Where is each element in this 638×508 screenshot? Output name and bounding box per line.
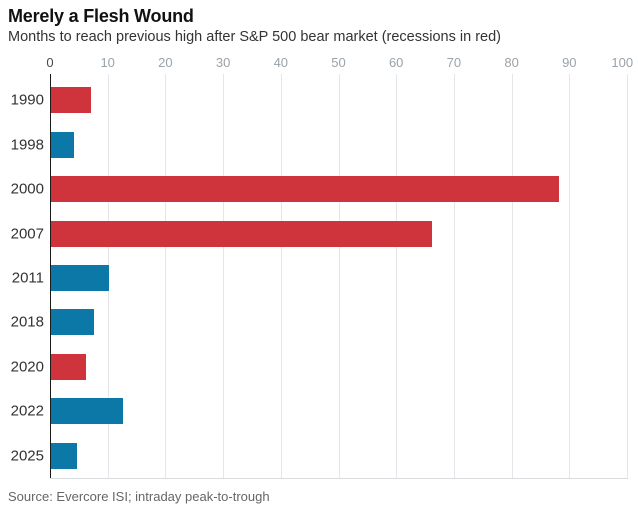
gridline-90 [569, 74, 571, 478]
x-tick-label-90: 90 [562, 55, 577, 70]
y-category-label-2007: 2007 [10, 225, 44, 243]
bar-2020 [51, 353, 86, 380]
y-category-label-2025: 2025 [10, 447, 44, 465]
bar-2007 [51, 220, 432, 247]
chart-title: Merely a Flesh Wound [8, 6, 194, 26]
bar-1998 [51, 131, 75, 158]
x-tick-label-100: 100 [611, 55, 634, 70]
x-axis-baseline [50, 478, 628, 479]
gridline-20 [165, 74, 167, 478]
x-tick-label-40: 40 [273, 55, 289, 70]
y-axis-line [50, 74, 51, 478]
y-category-label-2011: 2011 [11, 269, 44, 287]
gridline-80 [511, 74, 513, 478]
x-tick-label-80: 80 [504, 55, 519, 70]
y-category-label-2020: 2020 [10, 358, 44, 376]
bar-2000 [51, 176, 559, 203]
x-tick-label-60: 60 [388, 55, 404, 70]
bar-2018 [51, 309, 95, 336]
x-tick-label-70: 70 [446, 55, 462, 70]
gridline-60 [396, 74, 398, 478]
y-category-label-1998: 1998 [10, 136, 44, 154]
bar-1990 [51, 87, 92, 114]
source-note: Source: Evercore ISI; intraday peak-to-t… [8, 489, 270, 504]
chart-subtitle: Months to reach previous high after S&P … [8, 29, 501, 45]
gridline-70 [453, 74, 455, 478]
x-tick-label-0: 0 [46, 55, 54, 70]
x-tick-label-50: 50 [331, 55, 346, 70]
y-category-label-1990: 1990 [10, 91, 44, 109]
bar-2022 [51, 398, 124, 425]
gridline-30 [223, 74, 225, 478]
x-tick-label-30: 30 [215, 55, 231, 70]
gridline-50 [338, 74, 340, 478]
y-category-label-2018: 2018 [10, 313, 44, 331]
x-tick-label-20: 20 [158, 55, 173, 70]
y-category-label-2000: 2000 [10, 180, 44, 198]
gridline-40 [280, 74, 282, 478]
gridline-100 [627, 74, 628, 478]
y-category-label-2022: 2022 [10, 402, 44, 420]
bar-2025 [51, 442, 77, 469]
x-tick-label-10: 10 [100, 55, 115, 70]
bar-2011 [51, 265, 109, 291]
